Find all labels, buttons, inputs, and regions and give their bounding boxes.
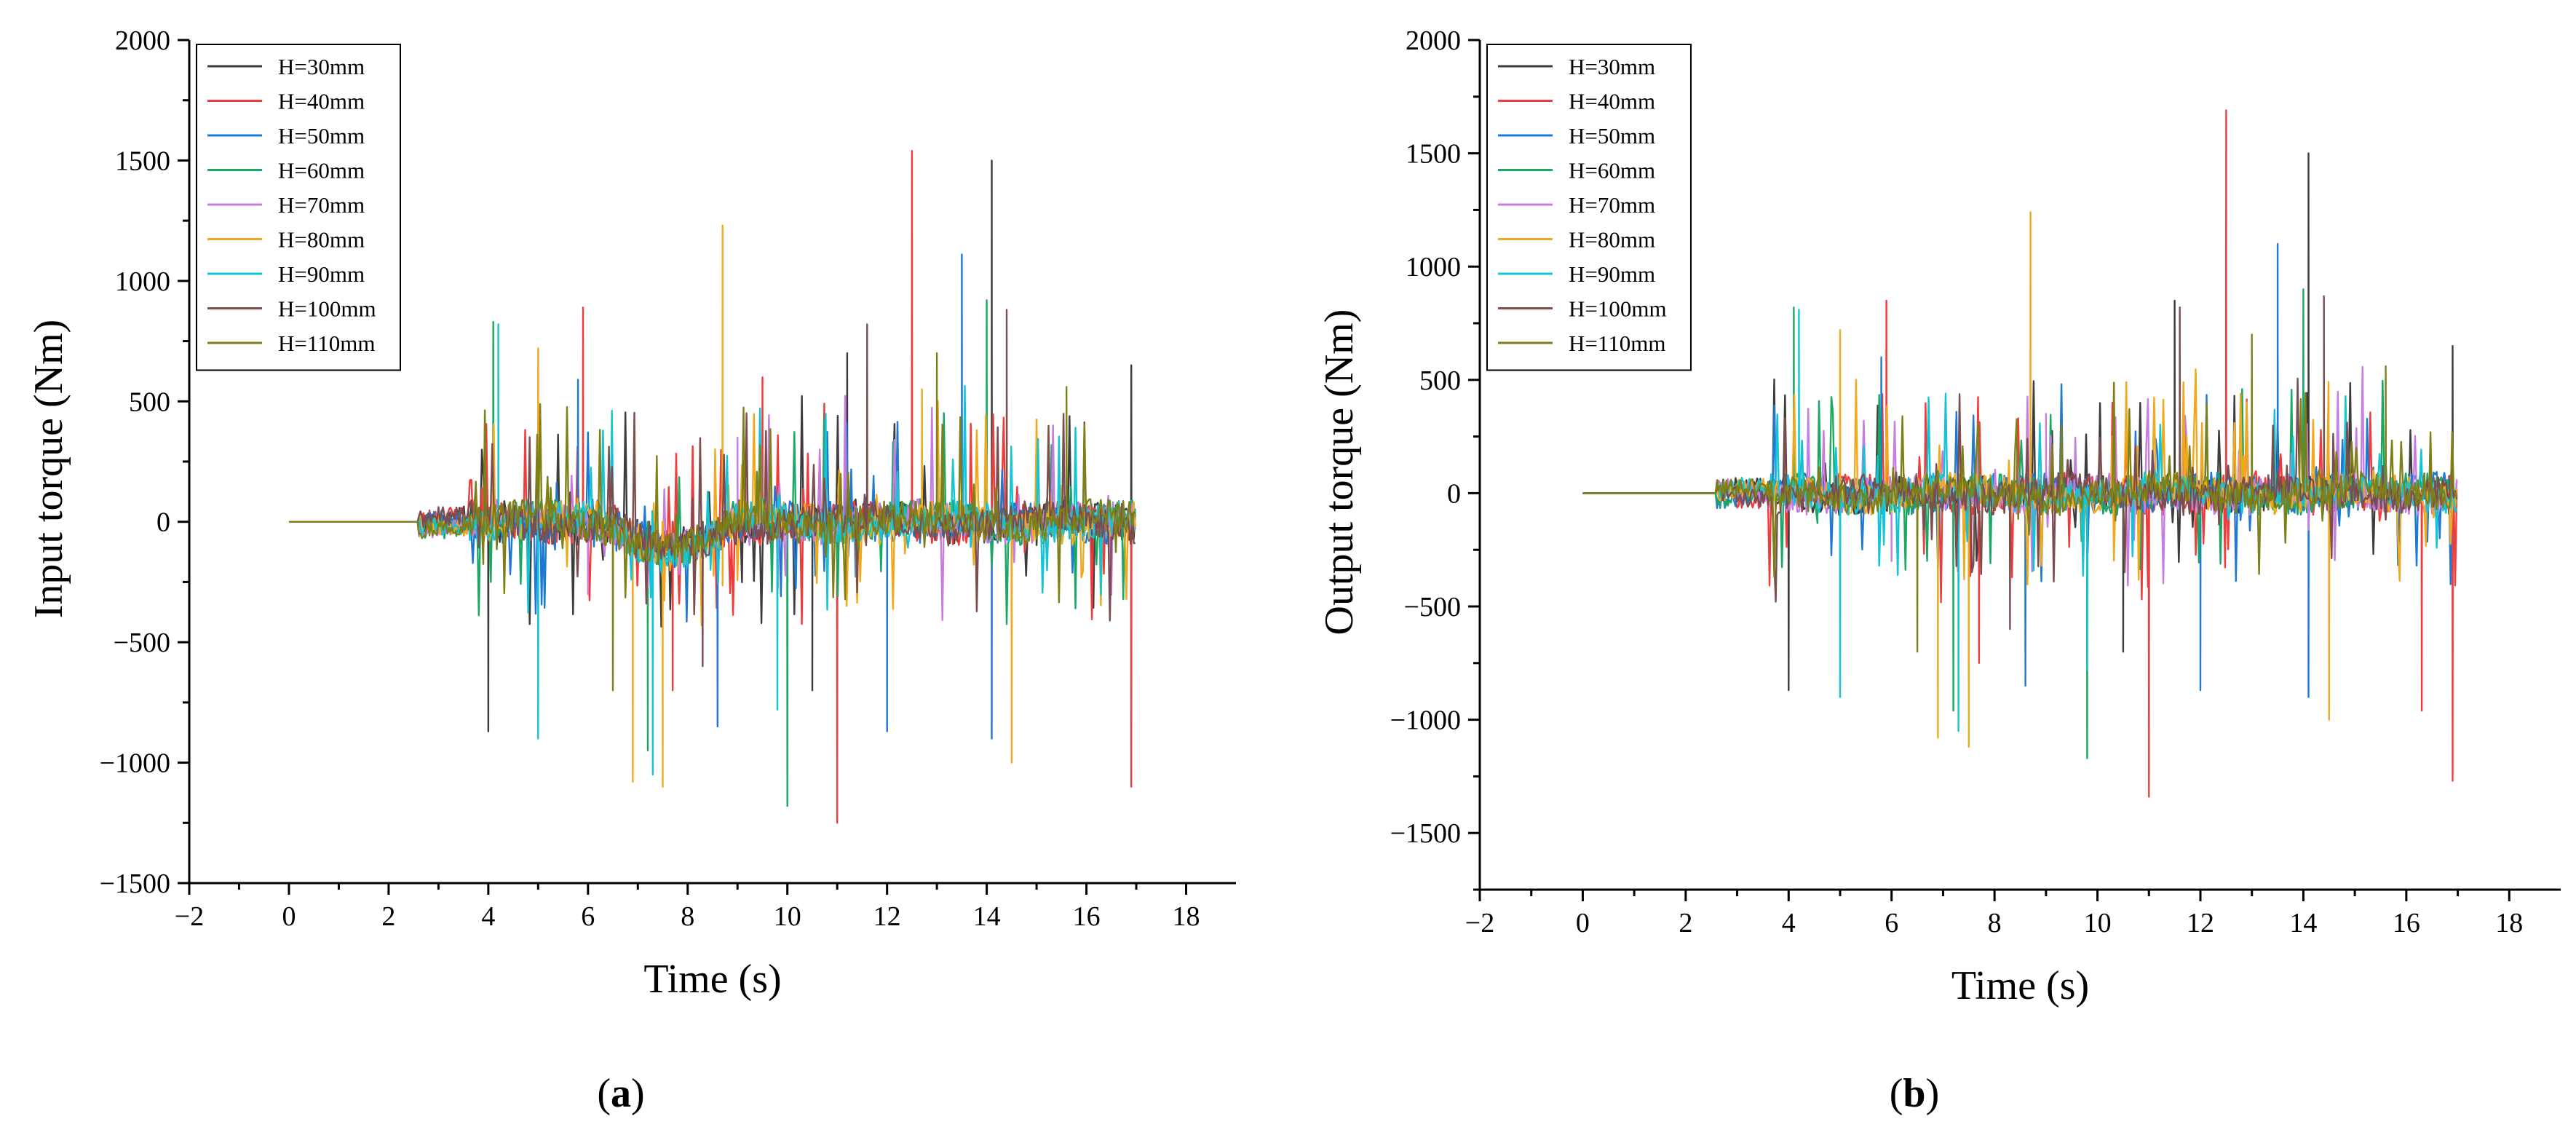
panel-label-letter: a (611, 1071, 631, 1116)
legend-label: H=100mm (1569, 296, 1667, 322)
x-tick-label: 4 (481, 901, 495, 932)
series-line-H=40mm (1582, 109, 2458, 798)
x-tick-label: 18 (1173, 901, 1200, 932)
x-tick-label: 16 (2393, 908, 2420, 938)
panel-label-open: ( (1890, 1071, 1903, 1116)
legend-label: H=50mm (278, 123, 365, 149)
legend-box (196, 44, 401, 371)
panel-label: (a) (597, 1071, 644, 1116)
series-line-H=30mm (289, 159, 1136, 732)
y-tick-label: 2000 (1406, 25, 1461, 56)
panel-label-letter: b (1903, 1071, 1925, 1116)
legend: H=30mm H=40mm H=50mm H=60mm H=70mm H=80mm H=90… (196, 44, 401, 371)
y-tick-label: 500 (1419, 365, 1461, 396)
series-line-H=70mm (289, 395, 1136, 621)
x-tick-label: 2 (1679, 908, 1692, 938)
series-line-H=50mm (289, 253, 1136, 740)
y-axis-title: Input torque (Nm) (26, 320, 71, 619)
panel-label-close: ) (1926, 1071, 1940, 1116)
legend-label: H=60mm (278, 158, 365, 183)
x-tick-label: 14 (2289, 908, 2317, 938)
legend-label: H=60mm (1569, 158, 1655, 183)
legend-label: H=80mm (1569, 227, 1655, 253)
series-line-H=90mm (1582, 309, 2458, 732)
y-tick-label: −1500 (1390, 818, 1461, 849)
legend-label: H=110mm (1569, 331, 1665, 356)
y-tick-label: −1000 (1390, 705, 1461, 736)
series-line-H=80mm (289, 224, 1136, 788)
plot-area (1582, 109, 2458, 798)
x-tick-label: 4 (1782, 908, 1796, 938)
x-tick-label: 10 (2084, 908, 2112, 938)
panel-label-close: ) (631, 1071, 645, 1116)
legend-label: H=50mm (1569, 123, 1655, 149)
series-line-H=110mm (289, 352, 1136, 692)
x-tick-label: 2 (381, 901, 395, 932)
plot-area (289, 150, 1136, 824)
y-tick-label: 1500 (115, 146, 170, 176)
x-tick-label: 14 (973, 901, 1001, 932)
legend-label: H=90mm (278, 261, 365, 287)
x-tick-label: 12 (2187, 908, 2214, 938)
legend-label: H=70mm (278, 192, 365, 218)
legend-label: H=70mm (1569, 192, 1655, 218)
x-tick-label: −2 (1465, 908, 1494, 938)
y-tick-label: 0 (1447, 478, 1461, 509)
x-tick-label: 8 (681, 901, 694, 932)
x-tick-label: 0 (1576, 908, 1590, 938)
chart-panel-a: −2 0 2 4 6 8 10 12 14 16 18 −1500 −1000 −500 0 500 1000 1… (26, 25, 1236, 1116)
legend-box (1486, 44, 1692, 371)
y-tick-label: −500 (1404, 592, 1461, 622)
legend-label: H=80mm (278, 227, 365, 253)
legend-label: H=110mm (278, 331, 375, 356)
legend-label: H=30mm (1569, 54, 1655, 79)
legend-label: H=40mm (1569, 89, 1655, 114)
legend-label: H=90mm (1569, 261, 1655, 287)
y-tick-label: −500 (114, 628, 170, 658)
x-axis-title: Time (s) (643, 957, 781, 1002)
y-tick-label: 1000 (115, 266, 170, 297)
y-tick-label: 0 (156, 507, 170, 538)
x-axis-title: Time (s) (1951, 963, 2089, 1008)
x-tick-label: 0 (282, 901, 296, 932)
x-tick-label: 18 (2495, 908, 2523, 938)
y-axis-title: Output torque (Nm) (1317, 309, 1362, 636)
y-tick-label: 1500 (1406, 139, 1461, 170)
series-line-H=30mm (1582, 152, 2457, 692)
y-tick-label: −1000 (100, 748, 170, 779)
series-line-H=100mm (289, 309, 1136, 668)
y-tick-label: 500 (129, 387, 170, 417)
legend-label: H=30mm (278, 54, 365, 79)
x-tick-label: 10 (774, 901, 801, 932)
y-tick-label: 1000 (1406, 252, 1461, 282)
x-tick-label: 6 (1885, 908, 1898, 938)
chart-panel-b: −2 0 2 4 6 8 10 12 14 16 18 −1500 −1000 −500 0 500 1000 1… (1317, 25, 2561, 1116)
panel-label-open: ( (597, 1071, 611, 1116)
legend-label: H=40mm (278, 89, 365, 114)
series-line-H=110mm (1582, 333, 2458, 653)
x-tick-label: 16 (1073, 901, 1101, 932)
x-tick-label: −2 (175, 901, 204, 932)
y-tick-label: −1500 (100, 869, 170, 899)
series-line-H=40mm (289, 150, 1136, 824)
series-line-H=60mm (1582, 288, 2458, 759)
legend-label: H=100mm (278, 296, 376, 322)
series-line-H=100mm (1582, 295, 2458, 630)
x-tick-label: 12 (873, 901, 901, 932)
x-tick-label: 8 (1988, 908, 2002, 938)
y-tick-label: 2000 (115, 25, 170, 56)
x-tick-label: 6 (581, 901, 595, 932)
panel-label: (b) (1890, 1071, 1939, 1116)
legend: H=30mm H=40mm H=50mm H=60mm H=70mm H=80mm H=90… (1486, 44, 1692, 371)
